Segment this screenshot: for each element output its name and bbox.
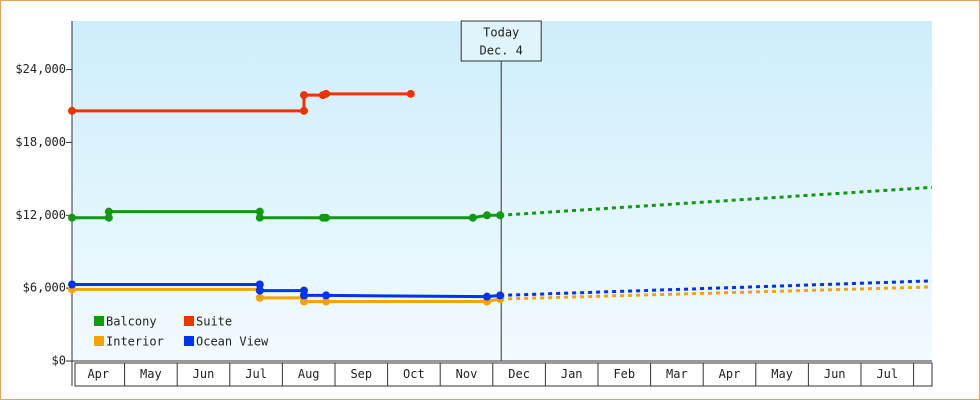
- legend-label: Suite: [196, 315, 232, 329]
- today-label: Today: [483, 26, 519, 40]
- y-tick-label: $12,000: [15, 208, 66, 222]
- data-point: [483, 211, 492, 220]
- legend-swatch: [184, 316, 194, 326]
- data-point: [255, 293, 264, 302]
- data-point: [322, 297, 331, 306]
- forecast-line: [500, 279, 933, 297]
- forecast-line: [500, 185, 933, 217]
- data-point: [255, 213, 264, 222]
- data-point: [406, 89, 415, 98]
- x-tick-label: Jan: [561, 367, 583, 381]
- data-point: [68, 106, 76, 115]
- legend-swatch: [184, 336, 194, 346]
- data-point: [255, 207, 264, 216]
- x-tick-label: Mar: [666, 367, 688, 381]
- x-tick-label: May: [771, 367, 793, 381]
- data-point: [322, 213, 331, 222]
- x-axis-band: [74, 362, 933, 387]
- x-tick-label: Jun: [193, 367, 215, 381]
- data-point: [68, 213, 76, 222]
- x-tick-label: Apr: [719, 367, 741, 381]
- y-tick-label: $24,000: [15, 62, 66, 76]
- y-tick-label: $0: [52, 354, 66, 368]
- x-tick-label: Feb: [613, 367, 635, 381]
- plot-area: [72, 21, 932, 361]
- data-point: [322, 291, 331, 300]
- legend-label: Ocean View: [196, 335, 269, 349]
- series-line: [72, 92, 411, 113]
- data-point: [255, 280, 264, 289]
- data-point: [468, 213, 477, 222]
- legend-swatch: [94, 336, 104, 346]
- x-tick-label: Aug: [298, 367, 320, 381]
- data-point: [299, 106, 308, 115]
- data-point: [68, 280, 76, 289]
- data-point: [299, 297, 308, 306]
- x-tick-label: Jul: [876, 367, 898, 381]
- data-point: [496, 291, 505, 300]
- x-tick-label: May: [140, 367, 162, 381]
- legend-swatch: [94, 316, 104, 326]
- y-tick-label: $18,000: [15, 135, 66, 149]
- data-point: [104, 207, 113, 216]
- x-tick-label: Sep: [350, 367, 372, 381]
- legend-label: Interior: [106, 335, 164, 349]
- data-point: [104, 213, 113, 222]
- y-tick-label: $6,000: [23, 281, 66, 295]
- today-label: Dec. 4: [480, 44, 523, 58]
- x-tick-label: Jun: [824, 367, 846, 381]
- today-box: [460, 20, 542, 62]
- x-tick-label: Oct: [403, 367, 425, 381]
- data-point: [299, 91, 308, 100]
- data-point: [255, 286, 264, 295]
- data-point: [496, 211, 505, 220]
- x-tick-label: Jul: [245, 367, 267, 381]
- data-point: [299, 291, 308, 300]
- data-point: [322, 89, 331, 98]
- forecast-line: [500, 285, 933, 301]
- x-tick-label: Nov: [456, 367, 478, 381]
- data-point: [483, 292, 492, 301]
- x-tick-label: Apr: [87, 367, 109, 381]
- legend-label: Balcony: [106, 315, 157, 329]
- x-tick-label: Dec: [508, 367, 530, 381]
